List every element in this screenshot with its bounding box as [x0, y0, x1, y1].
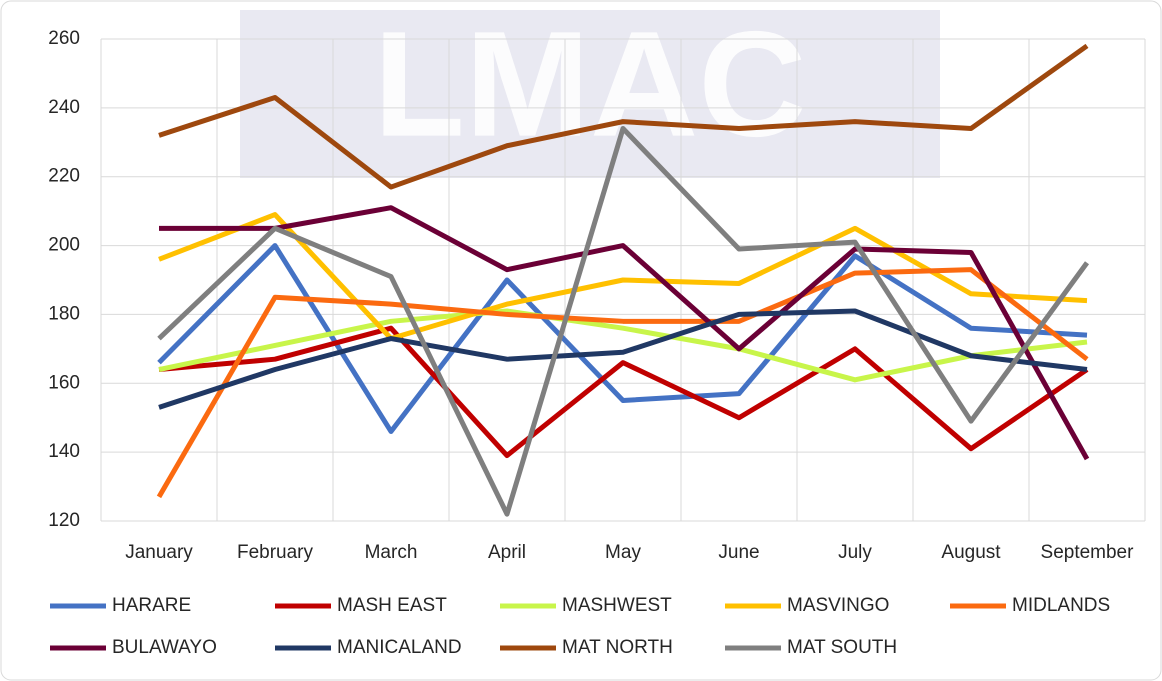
y-tick-label: 140 [48, 441, 80, 462]
x-tick-label: March [365, 542, 418, 563]
legend-label: MANICALAND [337, 637, 462, 658]
x-tick-label: July [838, 542, 872, 563]
y-tick-label: 180 [48, 303, 80, 324]
x-tick-label: April [488, 542, 526, 563]
y-tick-label: 200 [48, 235, 80, 256]
x-tick-label: September [1041, 542, 1135, 563]
x-tick-label: August [941, 542, 1001, 563]
chart: LMAC 120 140 160 180 200 220 240 260 January Febr… [0, 0, 1162, 681]
legend-label: MASVINGO [787, 595, 889, 616]
x-tick-label: February [237, 542, 314, 563]
x-tick-label: June [718, 542, 759, 563]
legend-label: MAT NORTH [562, 637, 673, 658]
legend-label: MASHWEST [562, 595, 672, 616]
y-tick-label: 240 [48, 97, 80, 118]
y-tick-label: 260 [48, 28, 80, 49]
y-tick-label: 220 [48, 166, 80, 187]
legend-label: MIDLANDS [1012, 595, 1110, 616]
x-tick-label: May [605, 542, 641, 563]
legend-label: MAT SOUTH [787, 637, 897, 658]
x-tick-label: January [125, 542, 193, 563]
legend-label: BULAWAYO [112, 637, 217, 658]
y-tick-label: 120 [48, 510, 80, 531]
watermark-text: LMAC [373, 0, 806, 168]
legend-label: HARARE [112, 595, 191, 616]
y-tick-label: 160 [48, 372, 80, 393]
legend-label: MASH EAST [337, 595, 447, 616]
